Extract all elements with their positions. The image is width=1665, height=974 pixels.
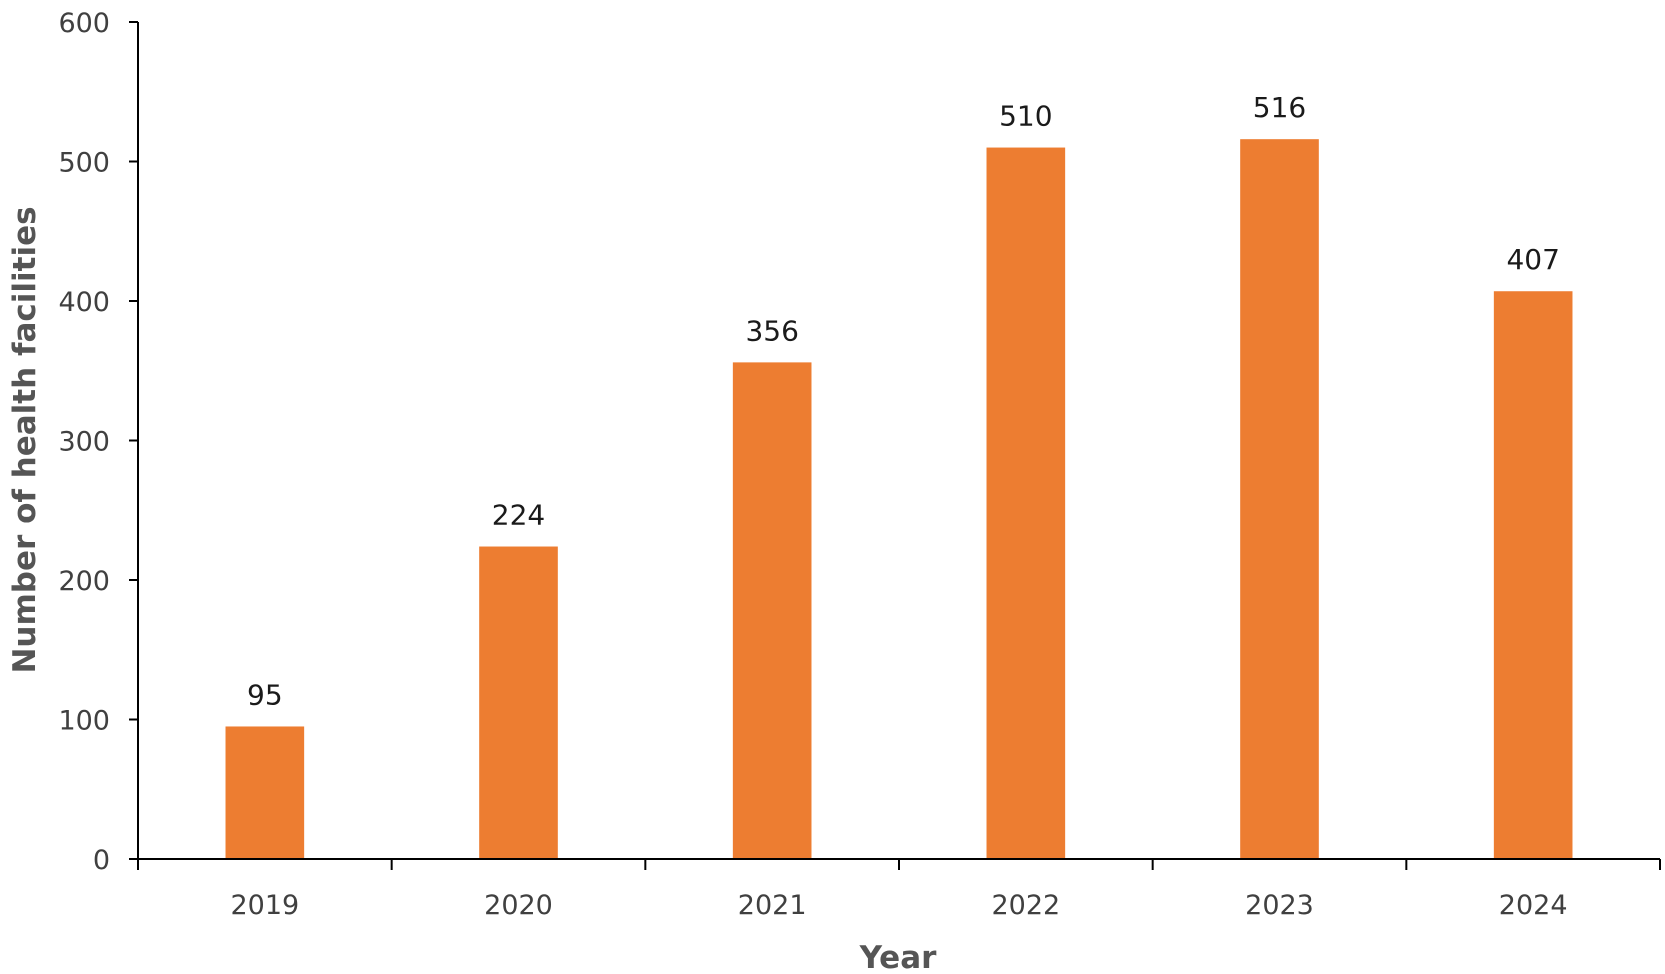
data-label: 95 (247, 678, 283, 711)
bar (1493, 291, 1573, 859)
data-label: 510 (999, 100, 1052, 133)
data-label: 516 (1253, 91, 1306, 124)
y-tick-label: 200 (58, 566, 110, 597)
y-tick-label: 100 (58, 706, 110, 737)
y-tick-label: 500 (58, 148, 110, 179)
x-tick-label: 2022 (991, 890, 1060, 921)
x-tick-label: 2021 (738, 890, 807, 921)
bar (986, 147, 1066, 860)
y-tick-label: 0 (93, 845, 110, 876)
y-tick-label: 300 (58, 427, 110, 458)
x-ticks: 2019 2020 2021 2022 2023 2024 (137, 859, 1661, 921)
bar (732, 362, 812, 859)
x-tick-label: 2024 (1499, 890, 1568, 921)
bar (479, 546, 558, 859)
x-tick-label: 2020 (484, 890, 553, 921)
y-axis-title: Number of health facilities (7, 206, 43, 673)
x-tick-label: 2023 (1245, 890, 1314, 921)
bars-layer (225, 139, 1573, 860)
data-label: 224 (492, 499, 545, 532)
bar (1240, 139, 1319, 859)
y-tick-label: 400 (58, 287, 110, 318)
x-tick-label: 2019 (230, 890, 299, 921)
bar (225, 726, 305, 859)
data-label: 407 (1506, 243, 1559, 276)
data-label: 356 (745, 314, 798, 347)
data-labels: 95 224 356 510 516 407 (247, 91, 1560, 711)
y-tick-label: 600 (58, 8, 110, 39)
y-ticks: 0 100 200 300 400 500 600 (58, 8, 138, 876)
axes-layer (137, 22, 1660, 860)
x-axis-title: Year (859, 940, 938, 974)
